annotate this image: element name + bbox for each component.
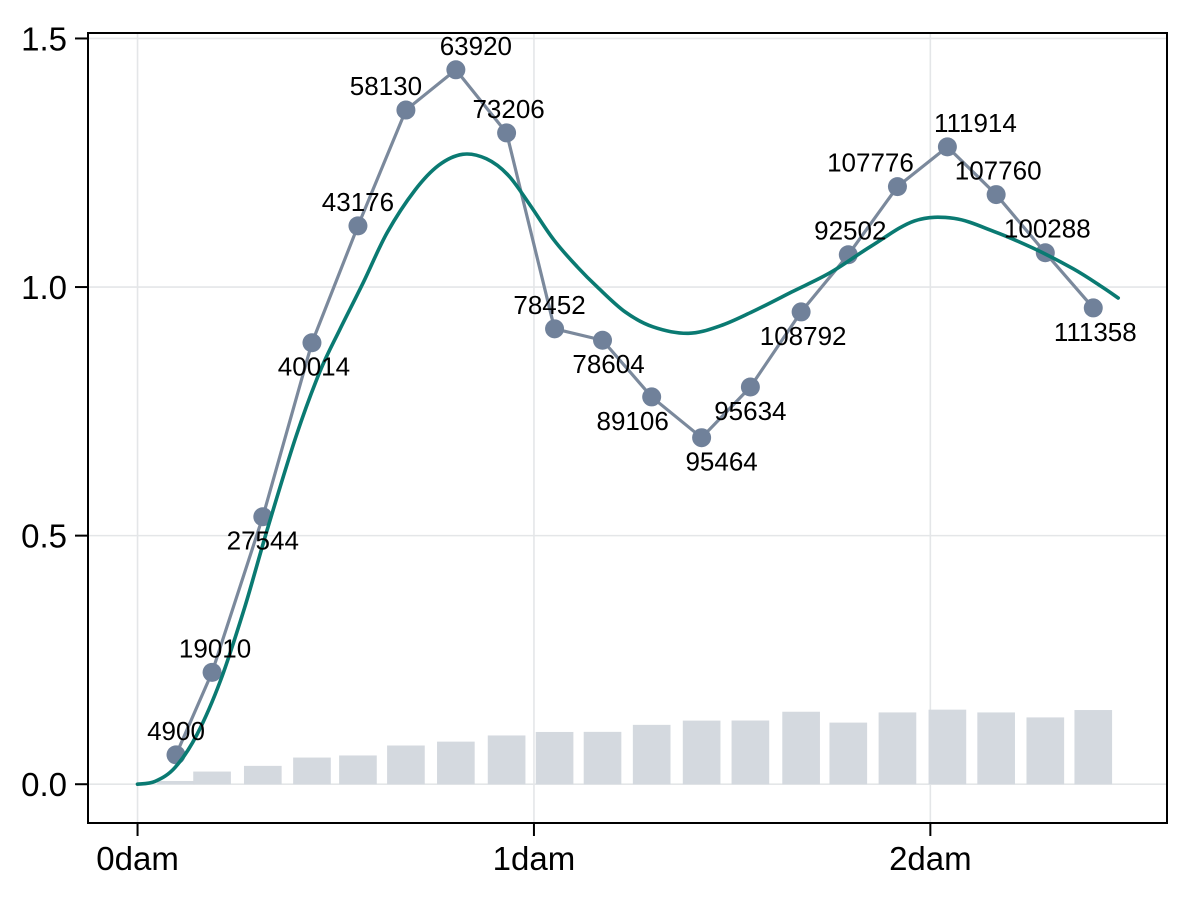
bar	[1026, 717, 1065, 785]
point-label: 89106	[597, 406, 669, 436]
point-label: 100288	[1004, 214, 1091, 244]
point-label: 108792	[760, 321, 847, 351]
data-point-marker	[937, 137, 957, 157]
bar	[632, 724, 671, 785]
y-axis-tick-label: 1.0	[21, 269, 67, 306]
x-axis-tick-label: 2dam	[889, 840, 972, 877]
point-label: 43176	[322, 187, 394, 217]
bar	[437, 741, 475, 785]
x-axis-tick-label: 0dam	[96, 840, 179, 877]
point-label: 4900	[147, 716, 205, 746]
point-label: 40014	[278, 352, 350, 382]
bar	[682, 720, 721, 785]
data-point-marker	[497, 123, 517, 143]
y-axis-tick-label: 0.5	[21, 518, 67, 555]
bar	[829, 722, 868, 785]
data-point-marker	[253, 507, 273, 527]
data-point-marker	[545, 319, 565, 339]
data-point-marker	[791, 302, 811, 322]
data-point-marker	[202, 662, 222, 682]
bar	[977, 712, 1015, 785]
point-label: 63920	[440, 31, 512, 61]
data-point-marker	[446, 60, 466, 80]
bar	[731, 720, 770, 785]
bar	[157, 780, 195, 785]
bar	[878, 712, 917, 785]
point-label: 111358	[1054, 317, 1137, 347]
data-point-marker	[1083, 298, 1103, 318]
smooth-curve	[135, 152, 1120, 786]
point-label: 92502	[814, 216, 886, 246]
y-axis-tick-label: 0.0	[21, 766, 67, 803]
bar	[583, 731, 622, 785]
point-label: 78452	[513, 290, 585, 320]
point-labels: 4900 19010 27544 40014 43176 58130 63920 73206 7…	[147, 31, 1137, 746]
axis-tick-labels: 0dam 1dam 2dam 0.0 0.5 1.0 1.5	[21, 20, 972, 877]
data-point-marker	[593, 330, 613, 350]
bar	[293, 757, 331, 785]
data-point-marker	[166, 745, 186, 765]
data-point-marker	[642, 387, 662, 407]
data-point-marker	[986, 185, 1006, 205]
data-point-marker	[740, 377, 760, 397]
data-point-marker	[396, 100, 416, 120]
plot-frame	[87, 32, 1168, 824]
bar-series	[157, 709, 1113, 785]
data-point-marker	[887, 177, 907, 197]
bar	[193, 771, 231, 785]
point-label: 78604	[572, 349, 644, 379]
bar	[387, 745, 425, 785]
y-axis-tick-label: 1.5	[21, 20, 67, 57]
points-line	[174, 68, 1095, 756]
point-label: 107760	[955, 156, 1042, 186]
point-label: 19010	[179, 633, 251, 663]
smooth-curve-series	[135, 152, 1120, 786]
data-point-marker	[348, 216, 368, 236]
bar	[339, 755, 377, 785]
bar	[928, 709, 967, 785]
point-label: 107776	[827, 148, 914, 178]
data-point-marker	[302, 333, 322, 353]
bar	[782, 711, 820, 785]
bar	[487, 735, 526, 785]
point-label: 111914	[934, 108, 1017, 138]
labeled-points-series	[166, 60, 1103, 765]
point-label: 95464	[685, 447, 757, 477]
point-label: 95634	[714, 396, 786, 426]
point-label: 73206	[472, 94, 544, 124]
bar	[243, 765, 282, 785]
point-label: 27544	[227, 526, 299, 556]
x-axis-tick-label: 1dam	[493, 840, 576, 877]
bar	[535, 731, 574, 785]
axes	[75, 32, 1168, 836]
data-point-marker	[692, 428, 712, 448]
bar	[1074, 710, 1113, 785]
point-label: 58130	[350, 71, 422, 101]
